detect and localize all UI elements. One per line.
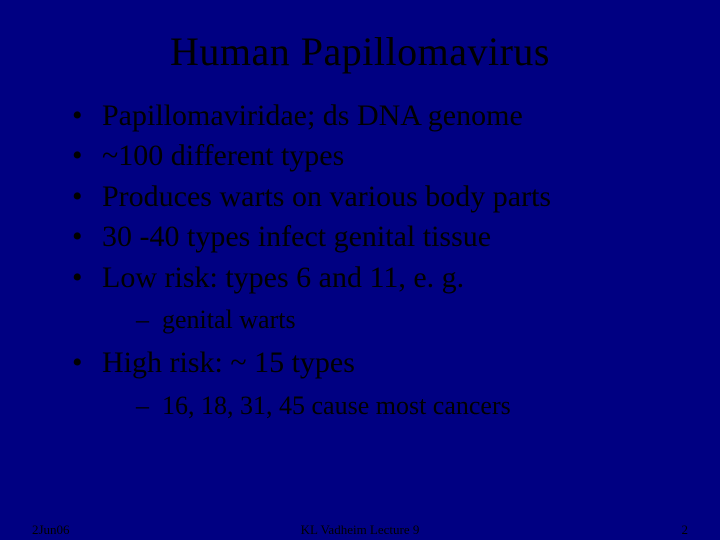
sub-bullet-text: 16, 18, 31, 45 cause most cancers [162, 391, 511, 420]
footer-page-number: 2 [682, 522, 689, 538]
bullet-text: ~100 different types [102, 139, 344, 172]
bullet-item: Papillomaviridae; ds DNA genome [68, 97, 680, 135]
sub-bullet-item: 16, 18, 31, 45 cause most cancers [136, 389, 680, 422]
sub-bullet-item: genital warts [136, 303, 680, 336]
sub-bullet-list: 16, 18, 31, 45 cause most cancers [102, 389, 680, 422]
bullet-item: ~100 different types [68, 137, 680, 175]
sub-bullet-list: genital warts [102, 303, 680, 336]
bullet-item: Low risk: types 6 and 11, e. g. genital … [68, 259, 680, 337]
bullet-item: Produces warts on various body parts [68, 178, 680, 216]
bullet-item: 30 -40 types infect genital tissue [68, 218, 680, 256]
sub-bullet-text: genital warts [162, 305, 296, 334]
slide-title: Human Papillomavirus [40, 28, 680, 75]
bullet-text: 30 -40 types infect genital tissue [102, 220, 491, 253]
bullet-item: High risk: ~ 15 types 16, 18, 31, 45 cau… [68, 344, 680, 422]
bullet-text: Papillomaviridae; ds DNA genome [102, 99, 523, 132]
footer-author-lecture: KL Vadheim Lecture 9 [0, 522, 720, 538]
slide-content: Papillomaviridae; ds DNA genome ~100 dif… [40, 97, 680, 422]
bullet-text: Produces warts on various body parts [102, 180, 551, 213]
bullet-text: High risk: ~ 15 types [102, 346, 355, 379]
bullet-list: Papillomaviridae; ds DNA genome ~100 dif… [68, 97, 680, 422]
bullet-text: Low risk: types 6 and 11, e. g. [102, 261, 464, 294]
slide: Human Papillomavirus Papillomaviridae; d… [0, 0, 720, 540]
